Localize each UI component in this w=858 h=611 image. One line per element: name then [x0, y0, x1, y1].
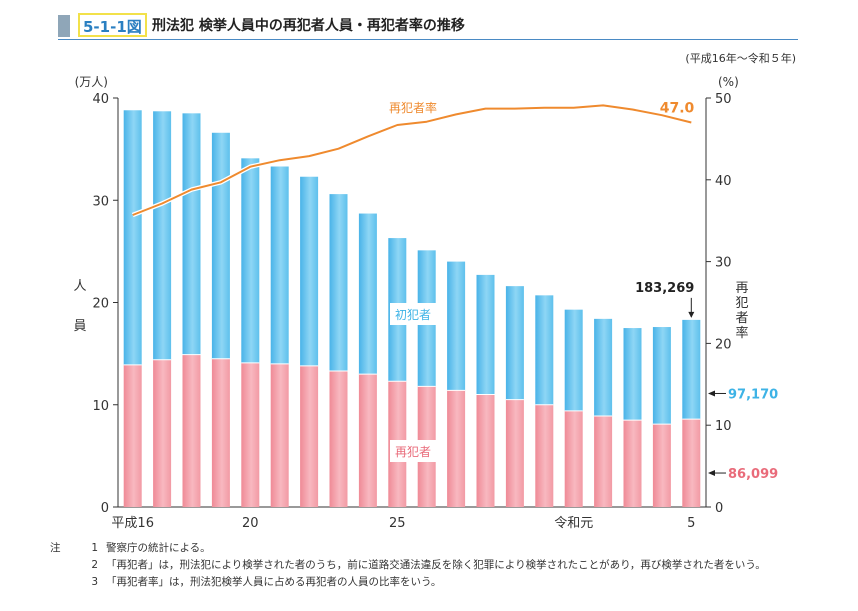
bar-first-offenders: [182, 113, 201, 355]
first-series-label: 初犯者: [395, 308, 431, 322]
bar-repeat-offenders: [505, 399, 524, 507]
right-axis-title-char: 犯: [735, 296, 748, 311]
left-tick-label: 30: [92, 194, 109, 209]
bar-first-offenders: [564, 309, 583, 411]
repeat-series-label: 再犯者: [395, 445, 431, 459]
x-tick-label: 25: [389, 516, 406, 531]
right-tick-label: 10: [715, 419, 732, 434]
figure-title: 刑法犯 検挙人員中の再犯者人員・再犯者率の推移: [152, 18, 465, 34]
bar-repeat-offenders: [652, 424, 671, 507]
bar-repeat-offenders: [682, 419, 701, 507]
bar-repeat-offenders: [476, 394, 495, 507]
notes-prefix: 注: [50, 542, 61, 554]
figure-header: 5-1-1図 刑法犯 検挙人員中の再犯者人員・再犯者率の推移: [58, 10, 798, 42]
bar-first-offenders: [153, 111, 172, 360]
repeat-last-value: 86,099: [728, 467, 778, 482]
bar-repeat-offenders: [594, 415, 613, 507]
bar-repeat-offenders: [300, 365, 319, 507]
bar-first-offenders: [241, 158, 260, 363]
bar-first-offenders: [358, 213, 377, 375]
note-text: 「再犯者」は，刑法犯により検挙された者のうち，前に道路交通法違反を除く犯罪により…: [106, 559, 766, 571]
figure-period: (平成16年～令和５年): [685, 52, 796, 65]
title-rule: [58, 39, 798, 40]
bar-first-offenders: [447, 261, 466, 391]
right-axis-title-char: 再: [735, 281, 748, 296]
note-text: 「再犯者率」は，刑法犯検挙人員に占める再犯者の人員の比率をいう。: [106, 576, 442, 588]
bar-first-offenders: [505, 286, 524, 400]
left-axis-title-char: 人: [73, 279, 86, 294]
right-axis-title-char: 者: [735, 311, 748, 326]
left-tick-label: 10: [92, 399, 109, 414]
rate-series-label: 再犯者率: [389, 100, 437, 115]
figure-number: 5-1-1図: [78, 13, 147, 37]
x-tick-label: 5: [687, 516, 695, 531]
note-row-3: 3 「再犯者率」は，刑法犯検挙人員に占める再犯者の人員の比率をいう。: [50, 574, 810, 591]
note-number: 1: [91, 542, 98, 554]
total-arrow-head: [688, 311, 695, 318]
first-last-value: 97,170: [728, 387, 778, 402]
rate-last-value: 47.0: [660, 101, 695, 117]
note-row-1: 注 1 警察庁の統計による。: [50, 540, 810, 557]
bar-repeat-offenders: [623, 420, 642, 507]
bar-first-offenders: [270, 166, 289, 364]
bar-first-offenders: [476, 274, 495, 395]
right-tick-label: 50: [715, 92, 732, 107]
bar-first-offenders: [211, 132, 230, 359]
bar-repeat-offenders: [270, 363, 289, 507]
bar-repeat-offenders: [153, 359, 172, 507]
note-text: 警察庁の統計による。: [106, 542, 211, 554]
x-tick-label: 20: [242, 516, 259, 531]
right-axis-title-char: 率: [735, 325, 748, 341]
bar-repeat-offenders: [358, 374, 377, 507]
bar-repeat-offenders: [182, 354, 201, 507]
x-tick-label: 平成16: [111, 516, 154, 531]
bar-repeat-offenders: [211, 358, 230, 507]
bar-first-offenders: [652, 327, 671, 425]
bar-first-offenders: [300, 176, 319, 366]
right-tick-label: 40: [715, 174, 732, 189]
left-axis-unit: (万人): [75, 75, 108, 89]
left-tick-label: 20: [92, 297, 109, 312]
note-row-2: 2 「再犯者」は，刑法犯により検挙された者のうち，前に道路交通法違反を除く犯罪に…: [50, 557, 810, 574]
total-last-value: 183,269: [635, 281, 694, 296]
bar-first-offenders: [594, 318, 613, 416]
note-number: 3: [91, 576, 98, 588]
first-label-bg: [390, 303, 436, 325]
left-tick-label: 40: [92, 92, 109, 107]
repeat-arrow-head: [708, 470, 715, 477]
bar-first-offenders: [123, 110, 142, 365]
bar-first-offenders: [623, 328, 642, 421]
left-axis-title-char: 員: [73, 319, 86, 334]
right-tick-label: 20: [715, 337, 732, 352]
right-axis-unit: (%): [718, 75, 739, 89]
bar-repeat-offenders: [241, 362, 260, 507]
bar-first-offenders: [329, 194, 348, 372]
bar-first-offenders: [535, 295, 554, 405]
bar-repeat-offenders: [535, 404, 554, 507]
bar-first-offenders: [682, 319, 701, 420]
bar-repeat-offenders: [329, 371, 348, 507]
right-tick-label: 30: [715, 256, 732, 271]
notes: 注 1 警察庁の統計による。 2 「再犯者」は，刑法犯により検挙された者のうち，…: [50, 540, 810, 591]
rate-line: [132, 104, 692, 216]
note-number: 2: [91, 559, 98, 571]
first-arrow-head: [708, 390, 715, 397]
left-tick-label: 0: [101, 501, 109, 516]
repeat-label-bg: [390, 440, 436, 462]
bar-repeat-offenders: [564, 410, 583, 507]
bar-repeat-offenders: [447, 390, 466, 507]
right-tick-label: 0: [715, 501, 723, 516]
bar-repeat-offenders: [123, 364, 142, 507]
x-tick-label: 令和元: [554, 516, 593, 531]
figure-marker: [58, 15, 70, 37]
